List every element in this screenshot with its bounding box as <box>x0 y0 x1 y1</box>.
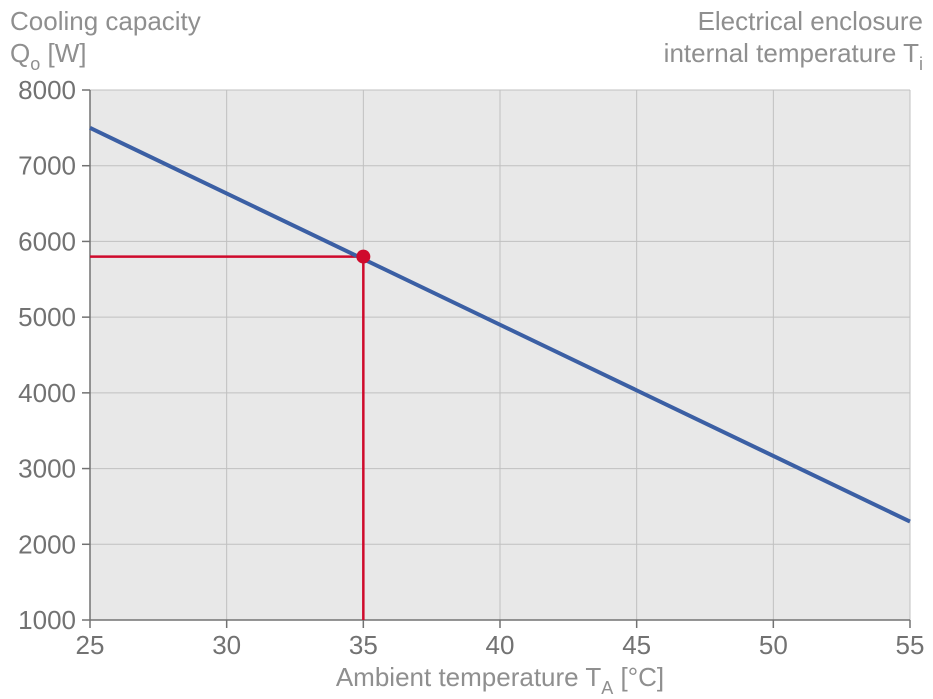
y-tick-label: 1000 <box>18 605 76 635</box>
x-tick-label: 25 <box>76 630 105 660</box>
cooling-capacity-chart: Cooling capacity Qo [W] Electrical enclo… <box>0 0 933 699</box>
y-tick-label: 5000 <box>18 302 76 332</box>
title-right-line1: Electrical enclosure <box>698 6 923 36</box>
x-tick-label: 35 <box>349 630 378 660</box>
y-tick-label: 8000 <box>18 75 76 105</box>
y-tick-label: 6000 <box>18 226 76 256</box>
marker-point <box>356 250 370 264</box>
x-tick-label: 50 <box>759 630 788 660</box>
x-tick-label: 45 <box>622 630 651 660</box>
title-left-line2: Qo [W] <box>10 38 86 74</box>
x-axis-label: Ambient temperature TA [°C] <box>336 662 664 698</box>
y-tick-label: 3000 <box>18 454 76 484</box>
y-tick-label: 2000 <box>18 529 76 559</box>
title-left-line1: Cooling capacity <box>10 6 201 36</box>
y-tick-label: 4000 <box>18 378 76 408</box>
title-right-line2: internal temperature Ti <box>664 38 923 74</box>
x-tick-label: 40 <box>486 630 515 660</box>
x-tick-label: 30 <box>212 630 241 660</box>
x-tick-labels: 25 30 35 40 45 50 55 <box>76 630 925 660</box>
y-tick-labels: 1000 2000 3000 4000 5000 6000 7000 8000 <box>18 75 76 635</box>
y-tick-label: 7000 <box>18 151 76 181</box>
x-tick-label: 55 <box>896 630 925 660</box>
